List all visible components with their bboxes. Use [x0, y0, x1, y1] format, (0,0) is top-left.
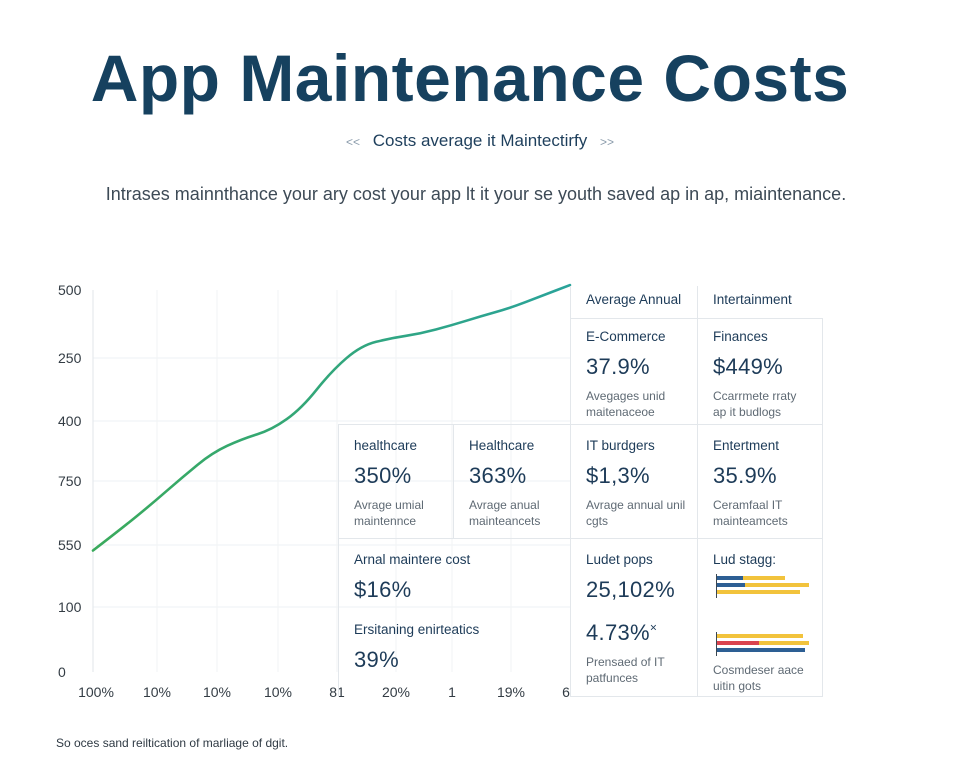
mini-bar: [744, 583, 809, 587]
y-tick-label: 250: [58, 350, 82, 366]
ornament-right-icon: >>: [599, 135, 614, 149]
table-cell: Ersitaning enirteatics 39%: [354, 622, 480, 672]
subtitle-text: Costs average it Maintectirfy: [372, 131, 588, 150]
cell-value: 4.73%: [586, 620, 650, 645]
x-tick-label: 19%: [497, 684, 525, 700]
table-cell: IT burdgers $1,3% Avrage annual unil cgt…: [586, 438, 686, 528]
y-tick-label: 750: [58, 473, 82, 489]
table-header-average-annual: Average Annual: [586, 292, 682, 307]
page-subtitle: << Costs average it Maintectirfy >>: [0, 131, 960, 151]
x-tick-label: 100%: [78, 684, 114, 700]
mini-bar-axis: [716, 574, 717, 598]
x-tick-label: 10%: [203, 684, 231, 700]
table-cell: Arnal maintere cost $16%: [354, 552, 471, 602]
y-tick-label: 500: [58, 282, 82, 298]
mini-bar: [717, 590, 800, 594]
close-mark-icon: ×: [649, 620, 658, 635]
series-line: [91, 283, 572, 552]
table-cell: Cosmdeser aace uitin gots: [713, 663, 804, 693]
table-cell: Lud stagg:: [713, 552, 777, 567]
table-header-intertainment: Intertainment: [713, 292, 792, 307]
y-tick-label: 550: [58, 537, 82, 553]
table-cell: Ludet pops 25,102%: [586, 552, 675, 602]
table-cell: Finances $449% Ccarrmete rraty ap it bud…: [713, 329, 797, 419]
y-tick-label: 100: [58, 599, 82, 615]
mini-bar: [717, 583, 745, 587]
footnote: So oces sand reiltication of marliage of…: [56, 736, 289, 750]
x-tick-label: 6: [562, 684, 570, 700]
description: Intrases mainnthance your ary cost your …: [105, 184, 847, 204]
table-cell: E-Commerce 37.9% Avegages unid maitenace…: [586, 329, 666, 419]
mini-bar-axis: [716, 632, 717, 656]
table-cell: healthcare 350% Avrage umial maintennce: [354, 438, 424, 528]
y-tick-label: 400: [58, 413, 82, 429]
ornament-left-icon: <<: [346, 135, 361, 149]
mini-bar: [742, 576, 786, 580]
y-tick-label: 0: [58, 664, 66, 680]
mini-bar: [717, 576, 743, 580]
mini-bar: [717, 634, 803, 638]
x-tick-label: 20%: [382, 684, 410, 700]
mini-bar: [717, 648, 806, 652]
table-cell: Entertment 35.9% Ceramfaal IT mainteamce…: [713, 438, 788, 528]
x-tick-label: 10%: [143, 684, 171, 700]
x-tick-label: 1: [448, 684, 456, 700]
page-title: App Maintenance Costs: [90, 41, 850, 115]
mini-bar: [717, 641, 760, 645]
table-cell: Healthcare 363% Avrage anual mainteancet…: [469, 438, 541, 528]
x-tick-label: 81: [329, 684, 345, 700]
mini-bar: [759, 641, 809, 645]
table-cell: 4.73%× Prensaed of IT patfunces: [586, 620, 665, 685]
x-tick-label: 10%: [264, 684, 292, 700]
